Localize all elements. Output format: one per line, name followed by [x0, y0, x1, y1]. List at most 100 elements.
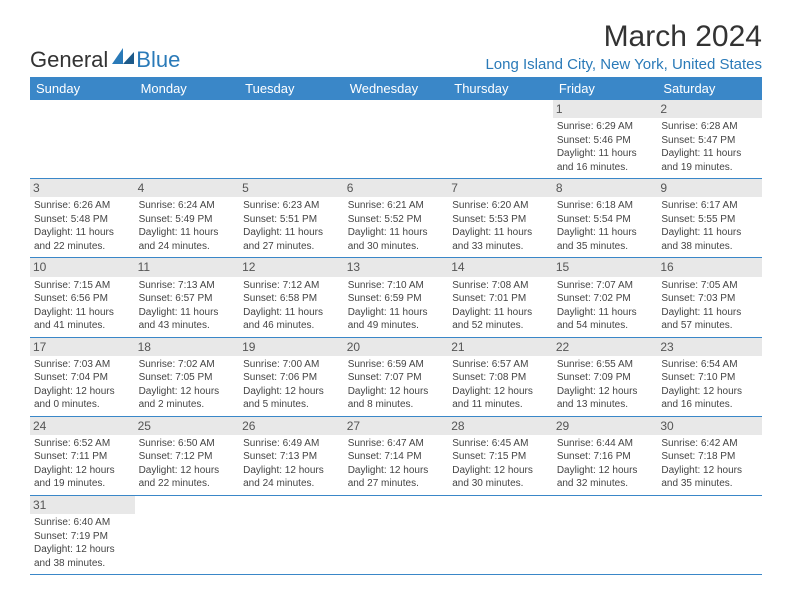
day-number: 9: [657, 179, 762, 197]
day-number: 28: [448, 417, 553, 435]
cell-sunset: Sunset: 7:13 PM: [243, 450, 340, 464]
header: General Blue March 2024 Long Island City…: [30, 20, 762, 73]
day-number: 18: [135, 338, 240, 356]
cell-d2: and 5 minutes.: [243, 398, 340, 412]
cell-d2: and 32 minutes.: [557, 477, 654, 491]
cell-sunrise: Sunrise: 6:54 AM: [661, 358, 758, 372]
cell-d1: Daylight: 12 hours: [452, 464, 549, 478]
calendar-cell: [448, 495, 553, 574]
calendar-cell: 6Sunrise: 6:21 AMSunset: 5:52 PMDaylight…: [344, 179, 449, 258]
cell-sunrise: Sunrise: 6:44 AM: [557, 437, 654, 451]
day-number: 2: [657, 100, 762, 118]
calendar-cell: 19Sunrise: 7:00 AMSunset: 7:06 PMDayligh…: [239, 337, 344, 416]
cell-d1: Daylight: 12 hours: [139, 385, 236, 399]
cell-d1: Daylight: 12 hours: [139, 464, 236, 478]
day-number: 8: [553, 179, 658, 197]
cell-d2: and 16 minutes.: [661, 398, 758, 412]
day-header: Thursday: [448, 77, 553, 100]
cell-sunset: Sunset: 6:59 PM: [348, 292, 445, 306]
calendar-cell: 13Sunrise: 7:10 AMSunset: 6:59 PMDayligh…: [344, 258, 449, 337]
cell-sunrise: Sunrise: 6:17 AM: [661, 199, 758, 213]
calendar-cell: [344, 100, 449, 179]
calendar-cell: 17Sunrise: 7:03 AMSunset: 7:04 PMDayligh…: [30, 337, 135, 416]
day-number: 26: [239, 417, 344, 435]
calendar-cell: 22Sunrise: 6:55 AMSunset: 7:09 PMDayligh…: [553, 337, 658, 416]
calendar-week: 17Sunrise: 7:03 AMSunset: 7:04 PMDayligh…: [30, 337, 762, 416]
day-number: 4: [135, 179, 240, 197]
day-number: 1: [553, 100, 658, 118]
day-number: 7: [448, 179, 553, 197]
cell-sunrise: Sunrise: 6:29 AM: [557, 120, 654, 134]
day-header: Sunday: [30, 77, 135, 100]
cell-d1: Daylight: 12 hours: [661, 385, 758, 399]
day-header: Tuesday: [239, 77, 344, 100]
day-number: 11: [135, 258, 240, 276]
logo-text-general: General: [30, 47, 108, 73]
calendar-cell: 16Sunrise: 7:05 AMSunset: 7:03 PMDayligh…: [657, 258, 762, 337]
cell-d2: and 38 minutes.: [661, 240, 758, 254]
cell-d2: and 13 minutes.: [557, 398, 654, 412]
cell-d2: and 49 minutes.: [348, 319, 445, 333]
day-number: 24: [30, 417, 135, 435]
title-block: March 2024 Long Island City, New York, U…: [485, 20, 762, 73]
cell-sunrise: Sunrise: 6:18 AM: [557, 199, 654, 213]
calendar-cell: [448, 100, 553, 179]
cell-sunrise: Sunrise: 7:05 AM: [661, 279, 758, 293]
cell-sunset: Sunset: 7:06 PM: [243, 371, 340, 385]
cell-d2: and 38 minutes.: [34, 557, 131, 571]
day-number: 29: [553, 417, 658, 435]
cell-d1: Daylight: 12 hours: [661, 464, 758, 478]
cell-d1: Daylight: 11 hours: [557, 226, 654, 240]
calendar-week: 31Sunrise: 6:40 AMSunset: 7:19 PMDayligh…: [30, 495, 762, 574]
cell-sunrise: Sunrise: 7:02 AM: [139, 358, 236, 372]
day-number: 3: [30, 179, 135, 197]
cell-sunset: Sunset: 7:10 PM: [661, 371, 758, 385]
cell-sunrise: Sunrise: 6:21 AM: [348, 199, 445, 213]
day-number: 15: [553, 258, 658, 276]
cell-sunrise: Sunrise: 6:52 AM: [34, 437, 131, 451]
cell-sunrise: Sunrise: 6:50 AM: [139, 437, 236, 451]
cell-d2: and 30 minutes.: [452, 477, 549, 491]
cell-d2: and 11 minutes.: [452, 398, 549, 412]
calendar-week: 24 Sunrise: 6:52 AMSunset: 7:11 PM Dayligh…: [30, 416, 762, 495]
calendar-cell: [239, 495, 344, 574]
cell-d1: Daylight: 12 hours: [452, 385, 549, 399]
day-header: Saturday: [657, 77, 762, 100]
cell-sunset: Sunset: 7:11 PM: [34, 450, 131, 464]
cell-d1: Daylight: 12 hours: [557, 464, 654, 478]
calendar-week: 1Sunrise: 6:29 AMSunset: 5:46 PMDaylight…: [30, 100, 762, 179]
calendar-cell: 3Sunrise: 6:26 AMSunset: 5:48 PMDaylight…: [30, 179, 135, 258]
month-title: March 2024: [485, 20, 762, 54]
cell-sunset: Sunset: 7:08 PM: [452, 371, 549, 385]
cell-sunset: Sunset: 7:05 PM: [139, 371, 236, 385]
calendar-cell: 26Sunrise: 6:49 AMSunset: 7:13 PMDayligh…: [239, 416, 344, 495]
cell-sunrise: Sunrise: 6:42 AM: [661, 437, 758, 451]
cell-sunrise: Sunrise: 6:55 AM: [557, 358, 654, 372]
cell-sunrise: Sunrise: 6:45 AM: [452, 437, 549, 451]
calendar-cell: 9Sunrise: 6:17 AMSunset: 5:55 PMDaylight…: [657, 179, 762, 258]
logo: General Blue: [30, 47, 180, 73]
cell-d2: and 16 minutes.: [557, 161, 654, 175]
cell-d2: and 52 minutes.: [452, 319, 549, 333]
calendar-cell: 11Sunrise: 7:13 AMSunset: 6:57 PMDayligh…: [135, 258, 240, 337]
cell-sunset: Sunset: 7:09 PM: [557, 371, 654, 385]
cell-d1: Daylight: 11 hours: [557, 147, 654, 161]
day-number: 23: [657, 338, 762, 356]
day-number: 13: [344, 258, 449, 276]
cell-d2: and 2 minutes.: [139, 398, 236, 412]
cell-d2: and 35 minutes.: [557, 240, 654, 254]
logo-text-blue: Blue: [136, 47, 180, 73]
cell-d1: Daylight: 12 hours: [34, 385, 131, 399]
day-number: 14: [448, 258, 553, 276]
cell-sunrise: Sunrise: 6:26 AM: [34, 199, 131, 213]
day-header-row: SundayMondayTuesdayWednesdayThursdayFrid…: [30, 77, 762, 100]
cell-d1: Daylight: 12 hours: [348, 385, 445, 399]
calendar-cell: 30Sunrise: 6:42 AMSunset: 7:18 PMDayligh…: [657, 416, 762, 495]
cell-d2: and 27 minutes.: [243, 240, 340, 254]
calendar-cell: 21Sunrise: 6:57 AMSunset: 7:08 PMDayligh…: [448, 337, 553, 416]
cell-sunrise: Sunrise: 6:23 AM: [243, 199, 340, 213]
cell-d1: Daylight: 11 hours: [661, 147, 758, 161]
cell-sunrise: Sunrise: 7:15 AM: [34, 279, 131, 293]
day-number: 6: [344, 179, 449, 197]
cell-sunrise: Sunrise: 6:40 AM: [34, 516, 131, 530]
